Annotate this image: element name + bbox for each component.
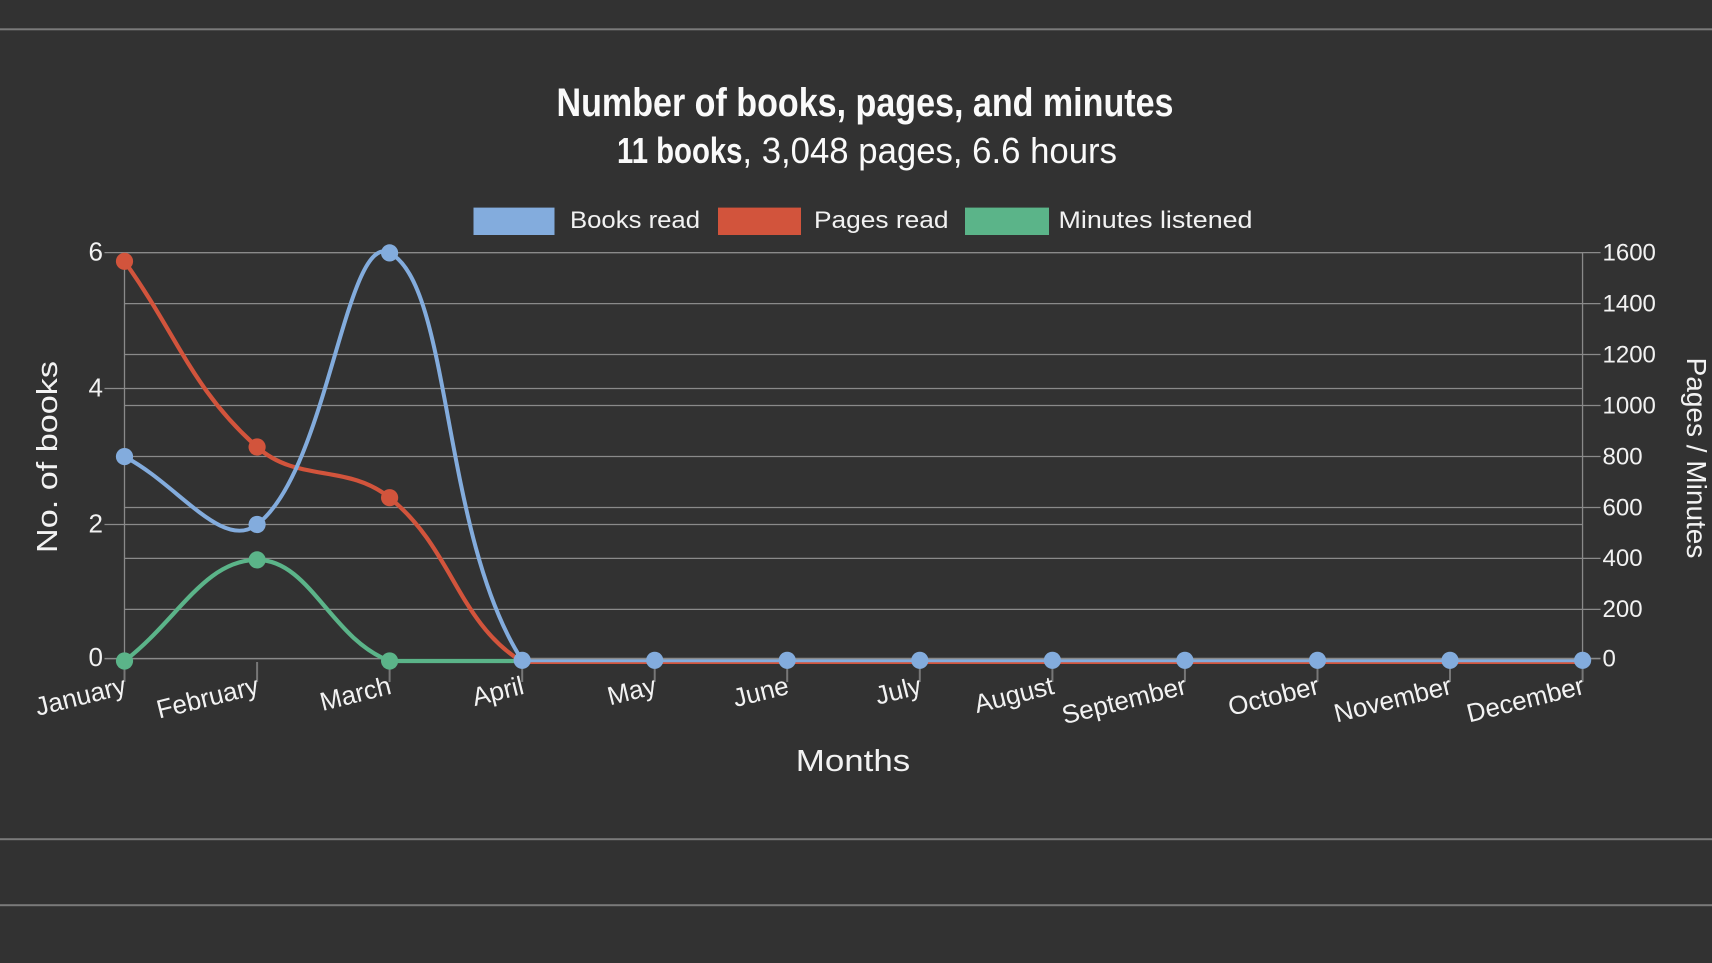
svg-text:Pages / Minutes: Pages / Minutes (1681, 358, 1712, 559)
svg-text:200: 200 (1603, 596, 1643, 623)
svg-text:0: 0 (1603, 645, 1616, 672)
svg-text:, 3,048 pages, 6.6 hours: , 3,048 pages, 6.6 hours (742, 130, 1117, 171)
svg-text:6: 6 (89, 236, 103, 266)
svg-text:11 books: 11 books (617, 130, 743, 171)
svg-text:800: 800 (1603, 443, 1643, 470)
svg-text:400: 400 (1603, 545, 1643, 572)
svg-text:1600: 1600 (1603, 239, 1656, 266)
svg-text:600: 600 (1603, 494, 1643, 521)
svg-text:Months: Months (796, 743, 911, 778)
svg-text:No. of books: No. of books (32, 361, 64, 553)
svg-text:1000: 1000 (1603, 392, 1656, 419)
svg-text:Books read: Books read (570, 207, 700, 234)
svg-text:Minutes listened: Minutes listened (1059, 207, 1253, 234)
svg-text:Number of books, pages, and mi: Number of books, pages, and minutes (557, 81, 1174, 125)
svg-text:1200: 1200 (1603, 341, 1656, 368)
svg-text:0: 0 (89, 642, 103, 672)
svg-text:1400: 1400 (1603, 290, 1656, 317)
svg-text:Pages read: Pages read (814, 207, 949, 234)
svg-text:4: 4 (89, 372, 103, 402)
svg-text:2: 2 (89, 508, 103, 538)
